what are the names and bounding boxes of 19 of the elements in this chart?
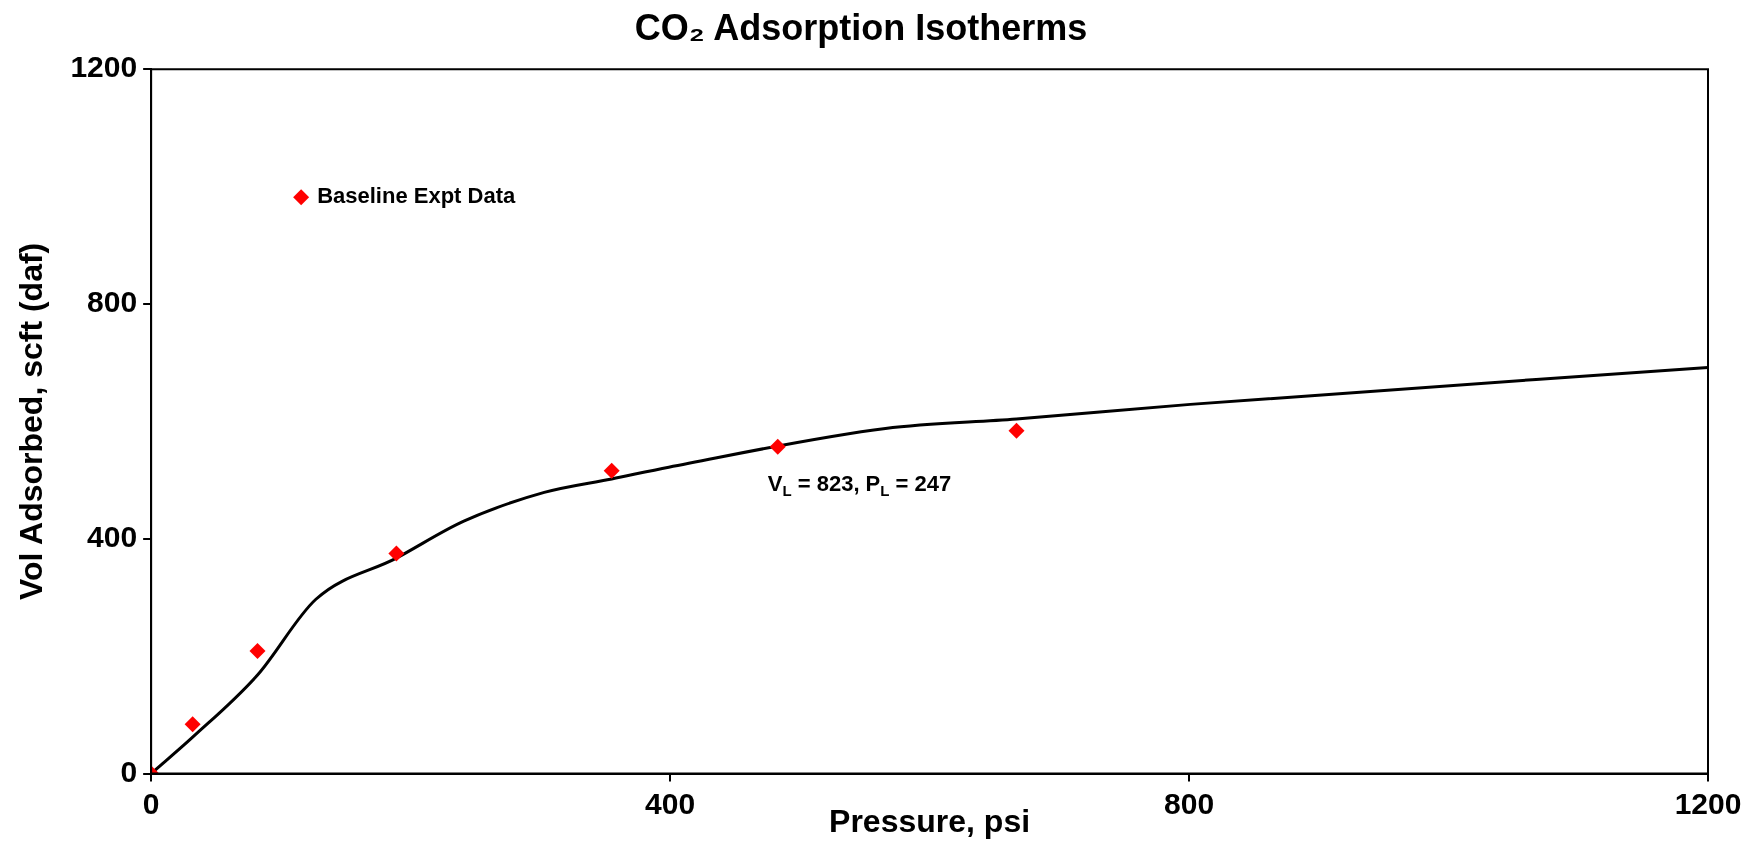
point [249,642,266,659]
point [388,545,405,562]
x-tick-label: 1200 [1674,786,1742,820]
x-tick-label: 800 [1164,786,1215,820]
y-tick-label: 1200 [70,50,138,84]
point [184,716,201,733]
x-tick-label: 0 [142,786,160,820]
y-tick-label: 400 [87,520,138,554]
legend-label: Baseline Expt Data [317,183,516,209]
chart-title: CO₂ Adsorption Isotherms [634,6,1088,48]
x-tick-label: 400 [645,786,696,820]
point [769,438,786,455]
point [1008,422,1025,439]
y-tick-label: 0 [120,754,138,788]
annotation: V$_{L}$ = 823, P$_{L}$ = 247 [767,470,952,499]
y-tick-label: 800 [87,285,138,319]
point [603,462,620,479]
x-axis-title: Pressure, psi [829,802,1031,839]
y-axis-title: Vol Adsorbed, scft (daf) [13,242,50,601]
